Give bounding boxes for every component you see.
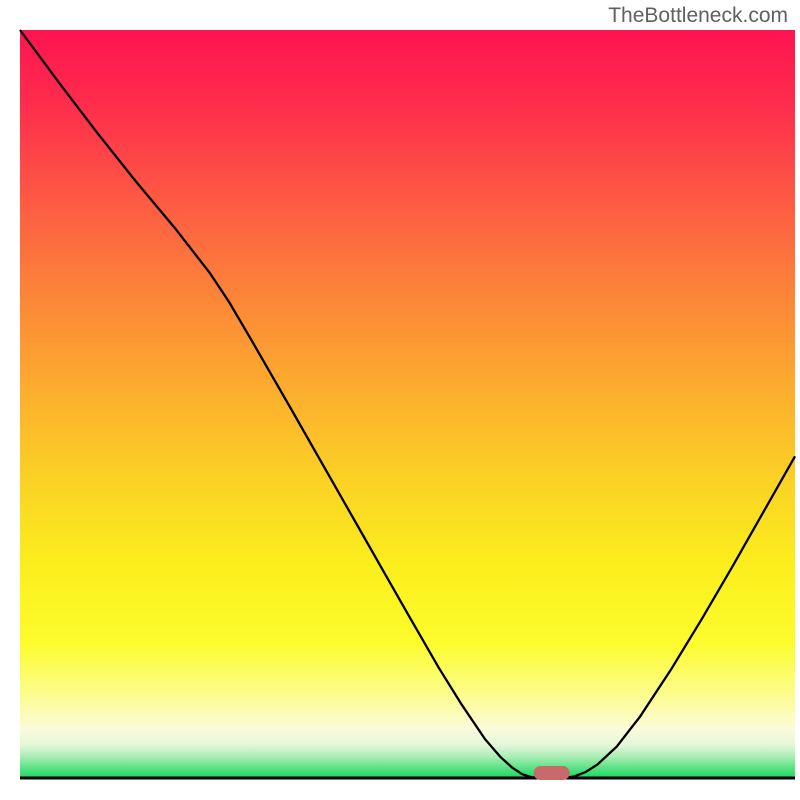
chart-container: TheBottleneck.com [0, 0, 800, 800]
watermark-text: TheBottleneck.com [608, 4, 788, 28]
bottleneck-chart [0, 0, 800, 800]
optimal-marker [534, 766, 570, 780]
chart-background [20, 30, 795, 778]
